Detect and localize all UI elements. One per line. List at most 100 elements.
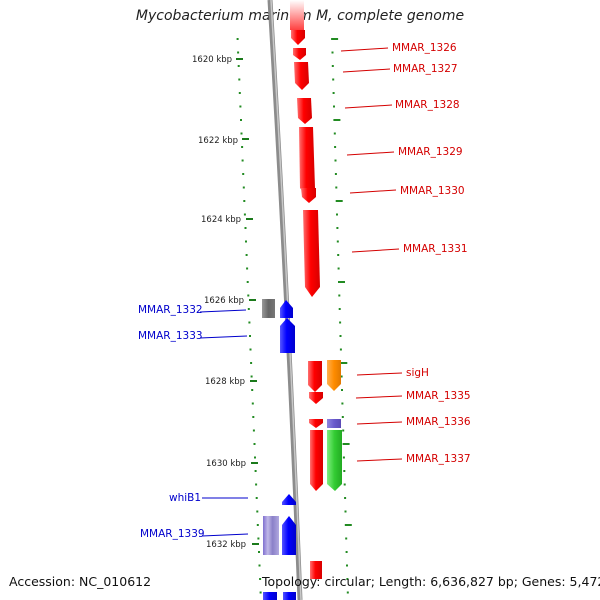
label-MMAR_1333[interactable]: MMAR_1333: [138, 330, 248, 342]
gene-sigH[interactable]: [327, 360, 341, 391]
genome-backbone-highlight: [270, 0, 302, 600]
right-tick-mark: [346, 578, 349, 580]
gene-MMAR_1330b[interactable]: [301, 188, 316, 203]
label-whiB1[interactable]: whiB1: [169, 492, 248, 504]
gene-MMAR_1332[interactable]: [280, 300, 293, 318]
gene-MMAR_1339[interactable]: [282, 516, 296, 555]
gene-MMAR_1327[interactable]: [293, 48, 306, 60]
left-tick-mark: [250, 362, 253, 364]
gene-MMAR_1331[interactable]: [303, 210, 320, 297]
label-MMAR_1335[interactable]: MMAR_1335: [355, 390, 471, 402]
left-tick-mark: [249, 348, 252, 351]
left-tick-mark: [236, 38, 239, 40]
left-tick-mark: [242, 173, 245, 175]
right-tick-mark: [343, 470, 346, 472]
right-tick-mark: [338, 294, 341, 297]
right-tick-mark: [332, 92, 335, 94]
left-tick-mark: [258, 551, 260, 553]
right-tick-mark: [331, 65, 334, 67]
right-tick-mark: [332, 78, 335, 81]
scale-label: 1628 kbp: [205, 377, 245, 387]
right-tick-mark: [333, 132, 336, 135]
scale-label: 1622 kbp: [198, 136, 238, 146]
gene-label: MMAR_1326: [392, 42, 457, 54]
label-MMAR_1337[interactable]: MMAR_1337: [356, 453, 471, 465]
label-MMAR_1329[interactable]: MMAR_1329: [346, 146, 463, 158]
scale-label: 1624 kbp: [201, 215, 241, 225]
left-tick-mark: [257, 537, 260, 540]
right-tick-mark: [333, 119, 341, 121]
scale-1624: 1624 kbp: [201, 215, 253, 225]
left-tick-mark: [245, 240, 247, 243]
left-tick-mark: [237, 65, 240, 67]
label-MMAR_1332[interactable]: MMAR_1332: [138, 304, 247, 316]
right-tick-mark: [334, 159, 337, 162]
left-tick-track: [236, 38, 262, 594]
right-tick-mark: [335, 186, 338, 189]
gene-MMAR_1337-green[interactable]: [327, 430, 342, 491]
gene-MMAR_1329[interactable]: [297, 98, 312, 124]
gene-MMAR_1342[interactable]: [283, 592, 296, 600]
right-tick-mark: [333, 105, 335, 108]
scale-label: 1620 kbp: [192, 55, 232, 65]
right-tick-mark: [337, 254, 340, 256]
left-tick-mark: [240, 132, 243, 135]
gene-label: MMAR_1330: [400, 185, 465, 197]
label-MMAR_1328[interactable]: MMAR_1328: [344, 99, 460, 111]
right-tick-mark: [341, 389, 343, 391]
left-tick-mark: [256, 510, 259, 513]
left-tick-mark: [254, 470, 257, 472]
right-tick-mark: [346, 591, 349, 594]
left-tick-mark: [250, 375, 253, 378]
left-tick-mark: [246, 281, 249, 283]
right-tick-mark: [343, 483, 346, 486]
gene-MMAR_1335[interactable]: [309, 392, 323, 404]
gene-label: MMAR_1327: [393, 63, 458, 75]
right-tick-mark: [342, 429, 345, 432]
left-tick-mark: [253, 443, 256, 445]
left-tick-mark: [249, 335, 251, 337]
gene-whiB1[interactable]: [282, 494, 296, 505]
label-MMAR_1326[interactable]: MMAR_1326: [340, 42, 457, 54]
gene-label: MMAR_1328: [395, 99, 460, 111]
genome-backbone: [267, 0, 303, 600]
left-tick-mark: [246, 267, 249, 270]
left-tick-mark: [242, 186, 245, 189]
right-tick-track: [331, 38, 352, 594]
left-tick-mark: [238, 78, 241, 81]
scale-1620: 1620 kbp: [192, 55, 243, 65]
left-tick-mark: [259, 578, 262, 580]
right-tick-mark: [345, 551, 348, 553]
right-tick-mark: [339, 321, 342, 324]
gene-MMAR_1340[interactable]: [310, 561, 322, 579]
left-tick-mark: [255, 497, 258, 499]
gene-MMAR_1333[interactable]: [280, 318, 295, 353]
gene-label: MMAR_1337: [406, 453, 471, 465]
label-MMAR_1327[interactable]: MMAR_1327: [342, 63, 458, 75]
label-MMAR_1331[interactable]: MMAR_1331: [351, 243, 468, 255]
right-tick-mark: [341, 416, 344, 418]
right-tick-mark: [331, 51, 334, 54]
right-tick-mark: [335, 200, 343, 202]
left-tick-mark: [238, 92, 241, 94]
gene-MMAR_1337[interactable]: [310, 430, 323, 491]
label-MMAR_1330[interactable]: MMAR_1330: [349, 185, 465, 197]
gene-MMAR_1334[interactable]: [308, 361, 322, 392]
gene-MMAR_1332-box[interactable]: [262, 299, 275, 318]
right-tick-mark: [331, 38, 339, 40]
label-MMAR_1339[interactable]: MMAR_1339: [140, 528, 249, 540]
label-sigH[interactable]: sigH: [356, 367, 429, 379]
right-tick-mark: [342, 456, 345, 459]
gene-MMAR_1336-box[interactable]: [327, 419, 341, 428]
gene-MMAR_1341[interactable]: [263, 592, 277, 600]
gene-MMAR_1328[interactable]: [294, 62, 309, 90]
left-tick-mark: [241, 146, 244, 148]
genome-summary-text: Topology: circular; Length: 6,636,827 bp…: [262, 574, 600, 589]
label-MMAR_1336[interactable]: MMAR_1336: [356, 416, 471, 428]
scale-1632: 1632 kbp: [206, 540, 259, 550]
gene-MMAR_1336[interactable]: [309, 419, 323, 428]
gene-MMAR_1326[interactable]: [290, 0, 305, 45]
left-tick-mark: [254, 456, 256, 459]
gene-MMAR_1339-box[interactable]: [263, 516, 279, 555]
gene-MMAR_1330[interactable]: [299, 127, 315, 196]
